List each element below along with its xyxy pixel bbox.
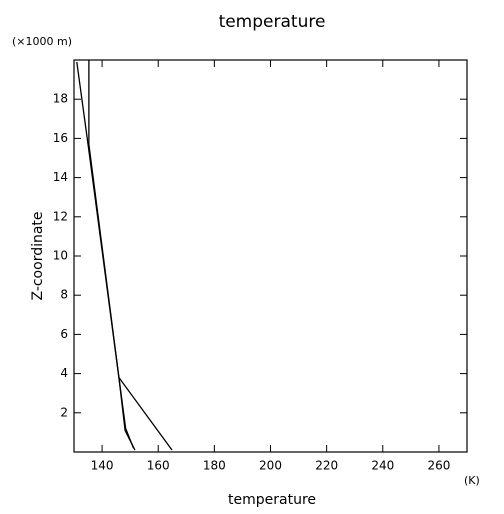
y-tick-label: 10 [53, 249, 68, 263]
y-tick-label: 14 [53, 170, 68, 184]
plot-frame [73, 59, 468, 453]
profile-line [88, 60, 136, 451]
y-tick-label: 2 [60, 405, 68, 419]
x-tick-label: 240 [371, 459, 394, 473]
chart-title: temperature [219, 12, 326, 32]
y-tick-label: 12 [53, 209, 68, 223]
x-unit: (K) [464, 474, 480, 487]
y-unit: (×1000 m) [12, 35, 72, 48]
x-tick-label: 220 [315, 459, 338, 473]
x-tick-label: 140 [91, 459, 114, 473]
x-tick-label: 180 [203, 459, 226, 473]
profile-line [118, 377, 135, 449]
x-tick-label: 160 [147, 459, 170, 473]
x-tick-label: 200 [259, 459, 282, 473]
y-tick-label: 18 [53, 92, 68, 106]
y-tick-label: 16 [53, 131, 68, 145]
x-axis-label: temperature [228, 492, 316, 508]
y-tick-label: 8 [60, 288, 68, 302]
y-tick-label: 6 [60, 327, 68, 341]
x-tick-label: 260 [427, 459, 450, 473]
y-axis-label: Z-coordinate [30, 211, 46, 300]
profile-line [76, 61, 173, 451]
y-tick-label: 4 [60, 366, 68, 380]
